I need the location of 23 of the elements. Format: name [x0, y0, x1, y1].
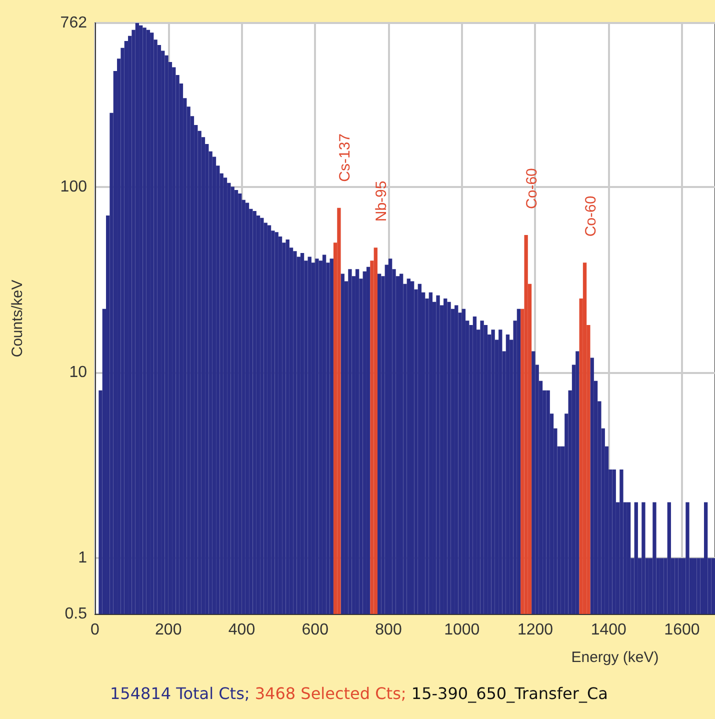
y-tick-label: 100 — [60, 178, 88, 196]
text: 154814 Total Cts; — [110, 684, 251, 703]
x-axis-title: Energy (keV) — [571, 649, 659, 666]
annotation: Co-60 — [524, 168, 541, 209]
x-tick-label: 400 — [228, 622, 256, 638]
text: 15-390_650_Transfer_Ca — [411, 684, 608, 703]
x-tick-label: 1600 — [664, 622, 700, 638]
y-axis-title: Counts/keV — [9, 280, 26, 358]
x-tick-label: 1400 — [590, 622, 627, 638]
x-tick-label: 1000 — [444, 622, 480, 638]
x-tick-label: 600 — [302, 622, 329, 638]
x-tick-label: 800 — [375, 622, 402, 638]
annotation: Cs-137 — [336, 133, 354, 182]
y-tick-label: 1 — [78, 550, 88, 567]
x-tick-label: 200 — [155, 622, 182, 638]
y-tick-label: 10 — [69, 364, 88, 381]
y-tick-label: 0.5 — [64, 606, 88, 622]
x-tick-label: 1200 — [517, 622, 554, 638]
text: 3468 Selected Cts; — [254, 684, 408, 703]
x-tick-label: 0 — [90, 622, 100, 638]
y-tick-label: 762 — [60, 14, 88, 32]
annotation: Nb-95 — [373, 180, 390, 222]
annotation: Co-60 — [582, 196, 600, 237]
